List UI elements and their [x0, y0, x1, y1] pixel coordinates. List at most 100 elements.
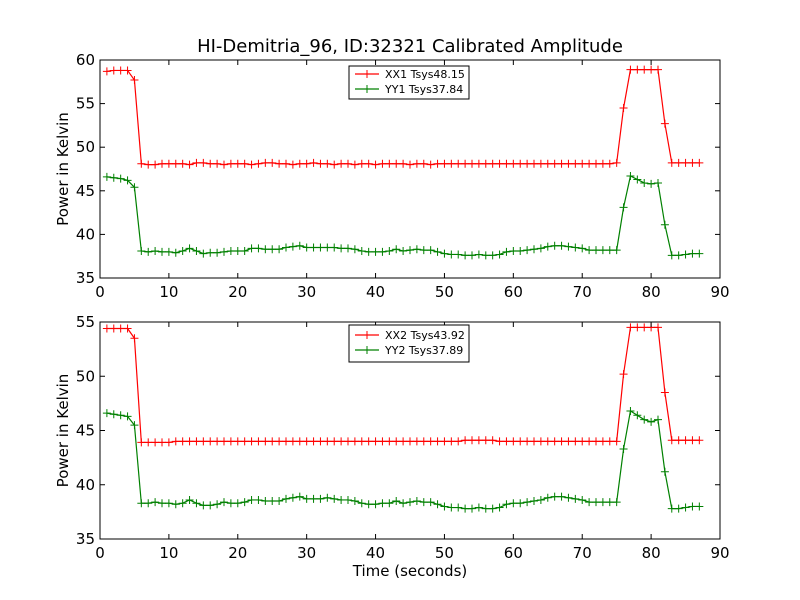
data-point-1-0-17: [220, 437, 228, 446]
data-point-1-0-38: [364, 437, 373, 446]
data-point-1-1-58: [502, 500, 511, 509]
data-point-0-1-41: [385, 246, 394, 255]
data-point-1-1-29: [302, 494, 311, 503]
data-point-0-0-0: [102, 67, 111, 76]
data-point-0-0-5: [137, 159, 146, 168]
data-point-0-1-34: [337, 244, 346, 253]
data-point-0-1-60: [516, 246, 525, 255]
data-point-1-0-29: [302, 437, 311, 446]
data-point-1-1-42: [392, 497, 401, 506]
data-point-1-1-25: [275, 497, 284, 506]
data-point-1-1-15: [206, 501, 215, 510]
data-point-0-0-54: [474, 159, 483, 168]
data-point-0-0-47: [426, 160, 435, 169]
x-tick-label: 10: [159, 283, 178, 301]
data-point-0-1-52: [461, 251, 470, 260]
data-point-0-0-43: [399, 159, 408, 168]
data-point-1-0-27: [288, 437, 297, 446]
data-point-0-1-76: [626, 171, 635, 180]
data-point-0-1-32: [323, 243, 332, 252]
data-point-0-0-74: [612, 158, 621, 167]
data-point-1-0-53: [468, 436, 476, 445]
y-tick-label: 45: [76, 182, 95, 200]
data-point-0-0-22: [254, 159, 263, 168]
x-tick-label: 80: [642, 544, 661, 562]
data-point-1-1-9: [164, 499, 173, 508]
data-point-1-1-4: [130, 421, 139, 430]
data-point-0-1-86: [695, 249, 704, 258]
data-point-0-0-67: [564, 159, 573, 168]
data-point-0-1-23: [261, 245, 270, 254]
data-point-0-0-53: [468, 159, 476, 168]
data-point-0-1-70: [585, 246, 594, 255]
data-point-0-0-52: [461, 159, 470, 168]
data-point-1-0-64: [543, 437, 552, 446]
data-point-1-0-1: [109, 324, 118, 333]
data-point-0-1-49: [440, 249, 449, 258]
data-point-0-0-79: [647, 65, 656, 74]
data-point-0-1-72: [598, 246, 607, 255]
data-point-1-0-22: [254, 437, 263, 446]
data-point-1-1-66: [557, 492, 566, 501]
data-point-1-0-83: [674, 436, 683, 445]
data-point-0-0-57: [495, 159, 504, 168]
data-point-0-1-80: [654, 178, 662, 187]
data-point-1-1-50: [447, 503, 456, 512]
data-point-1-0-54: [474, 436, 483, 445]
data-point-0-1-61: [523, 246, 532, 255]
data-point-0-1-84: [681, 250, 690, 259]
data-point-0-0-81: [660, 119, 669, 128]
data-point-1-1-57: [495, 503, 504, 512]
data-point-0-0-28: [295, 159, 304, 168]
data-point-1-1-85: [688, 502, 697, 511]
data-point-1-1-59: [509, 499, 518, 508]
data-point-1-0-6: [144, 438, 153, 447]
data-point-0-0-68: [571, 159, 580, 168]
data-point-1-1-43: [399, 499, 408, 508]
data-point-0-1-9: [164, 247, 173, 256]
legend-label: XX1 Tsys48.15: [385, 68, 465, 81]
data-point-1-1-33: [330, 494, 339, 503]
data-point-0-0-71: [592, 159, 600, 168]
data-point-1-1-74: [612, 498, 621, 507]
data-point-0-1-37: [357, 246, 366, 255]
x-tick-label: 90: [710, 283, 729, 301]
data-point-1-1-2: [116, 411, 125, 420]
plot-frame: [99, 59, 721, 279]
data-point-1-1-17: [220, 498, 228, 507]
data-point-0-1-67: [564, 242, 573, 251]
data-point-1-0-62: [530, 437, 538, 446]
data-point-0-1-53: [468, 251, 476, 260]
data-point-1-0-20: [240, 437, 249, 446]
data-point-0-0-3: [123, 66, 132, 75]
y-tick-label: 55: [76, 95, 95, 113]
data-point-0-1-48: [433, 247, 442, 256]
data-point-0-1-46: [419, 246, 428, 255]
data-point-0-0-85: [688, 158, 697, 167]
data-point-0-0-80: [654, 65, 662, 74]
x-tick-label: 40: [366, 544, 385, 562]
data-point-1-1-76: [626, 406, 635, 415]
data-point-1-1-24: [268, 497, 277, 506]
data-point-1-1-64: [543, 493, 552, 502]
data-point-1-1-16: [213, 500, 222, 509]
legend-box: [348, 65, 470, 100]
data-point-1-1-45: [412, 497, 421, 506]
data-point-1-1-22: [254, 495, 263, 504]
data-point-1-0-26: [282, 437, 290, 446]
data-point-1-0-56: [488, 436, 497, 445]
data-point-0-1-12: [185, 244, 194, 253]
data-point-1-0-49: [440, 437, 449, 446]
data-point-1-0-85: [688, 436, 697, 445]
data-point-1-0-19: [233, 437, 242, 446]
data-point-1-0-25: [275, 437, 284, 446]
data-point-0-0-39: [371, 160, 380, 169]
data-point-0-0-31: [316, 159, 325, 168]
data-point-0-0-26: [282, 159, 290, 168]
x-tick-label: 30: [297, 544, 316, 562]
data-point-0-0-20: [240, 159, 249, 168]
data-point-0-0-41: [385, 159, 394, 168]
data-point-1-0-63: [536, 437, 545, 446]
data-point-1-1-30: [309, 494, 318, 503]
figure-title: HI-Demitria_96, ID:32321 Calibrated Ampl…: [197, 36, 623, 57]
